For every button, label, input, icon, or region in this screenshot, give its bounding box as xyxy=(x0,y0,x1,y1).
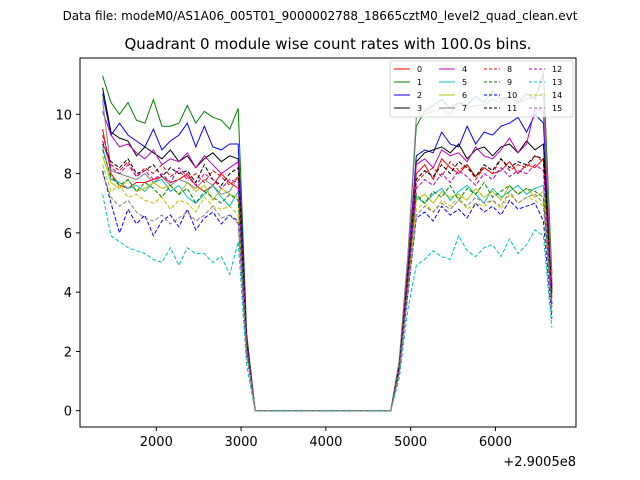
series-line-11 xyxy=(102,143,553,412)
y-tick-label: 6 xyxy=(64,227,72,242)
x-tick-label: 5000 xyxy=(394,435,427,450)
legend-label-10: 10 xyxy=(507,91,517,100)
x-axis-offset-label: +2.9005e8 xyxy=(503,455,576,470)
legend-label-0: 0 xyxy=(417,65,422,74)
x-axis: 2000 3000 4000 5000 6000 xyxy=(140,427,512,450)
y-tick-label: 2 xyxy=(64,345,72,360)
legend-label-2: 2 xyxy=(417,91,422,100)
series-line-8 xyxy=(102,134,553,412)
chart-title: Quadrant 0 module wise count rates with … xyxy=(124,35,531,53)
series-line-15 xyxy=(102,173,553,412)
series-line-13 xyxy=(102,194,553,412)
legend-label-7: 7 xyxy=(462,104,467,113)
legend-label-6: 6 xyxy=(462,91,467,100)
y-tick-label: 10 xyxy=(55,108,72,123)
legend-label-3: 3 xyxy=(417,104,422,113)
legend-label-8: 8 xyxy=(507,65,512,74)
x-tick-label: 6000 xyxy=(479,435,512,450)
series-layer xyxy=(102,72,553,412)
legend-label-15: 15 xyxy=(552,104,562,113)
legend-label-4: 4 xyxy=(462,65,467,74)
legend-label-14: 14 xyxy=(552,91,562,100)
y-tick-label: 0 xyxy=(64,405,72,420)
legend-label-5: 5 xyxy=(462,78,467,87)
y-tick-label: 8 xyxy=(64,168,72,183)
x-tick-label: 2000 xyxy=(140,435,173,450)
legend-label-1: 1 xyxy=(417,78,422,87)
series-line-10 xyxy=(102,170,553,412)
x-tick-label: 3000 xyxy=(225,435,258,450)
series-line-14 xyxy=(102,164,553,412)
y-tick-label: 4 xyxy=(64,286,72,301)
legend-label-9: 9 xyxy=(507,78,512,87)
legend-label-11: 11 xyxy=(507,104,517,113)
plot-area xyxy=(80,58,576,427)
x-tick-label: 4000 xyxy=(309,435,342,450)
chart-suptitle: Data file: modeM0/AS1A06_005T01_90000027… xyxy=(63,9,578,23)
legend-label-13: 13 xyxy=(552,78,562,87)
legend-box xyxy=(389,60,574,118)
y-axis: 0 2 4 6 8 10 xyxy=(55,108,80,420)
legend-label-12: 12 xyxy=(552,65,562,74)
plot-frame xyxy=(79,57,577,428)
